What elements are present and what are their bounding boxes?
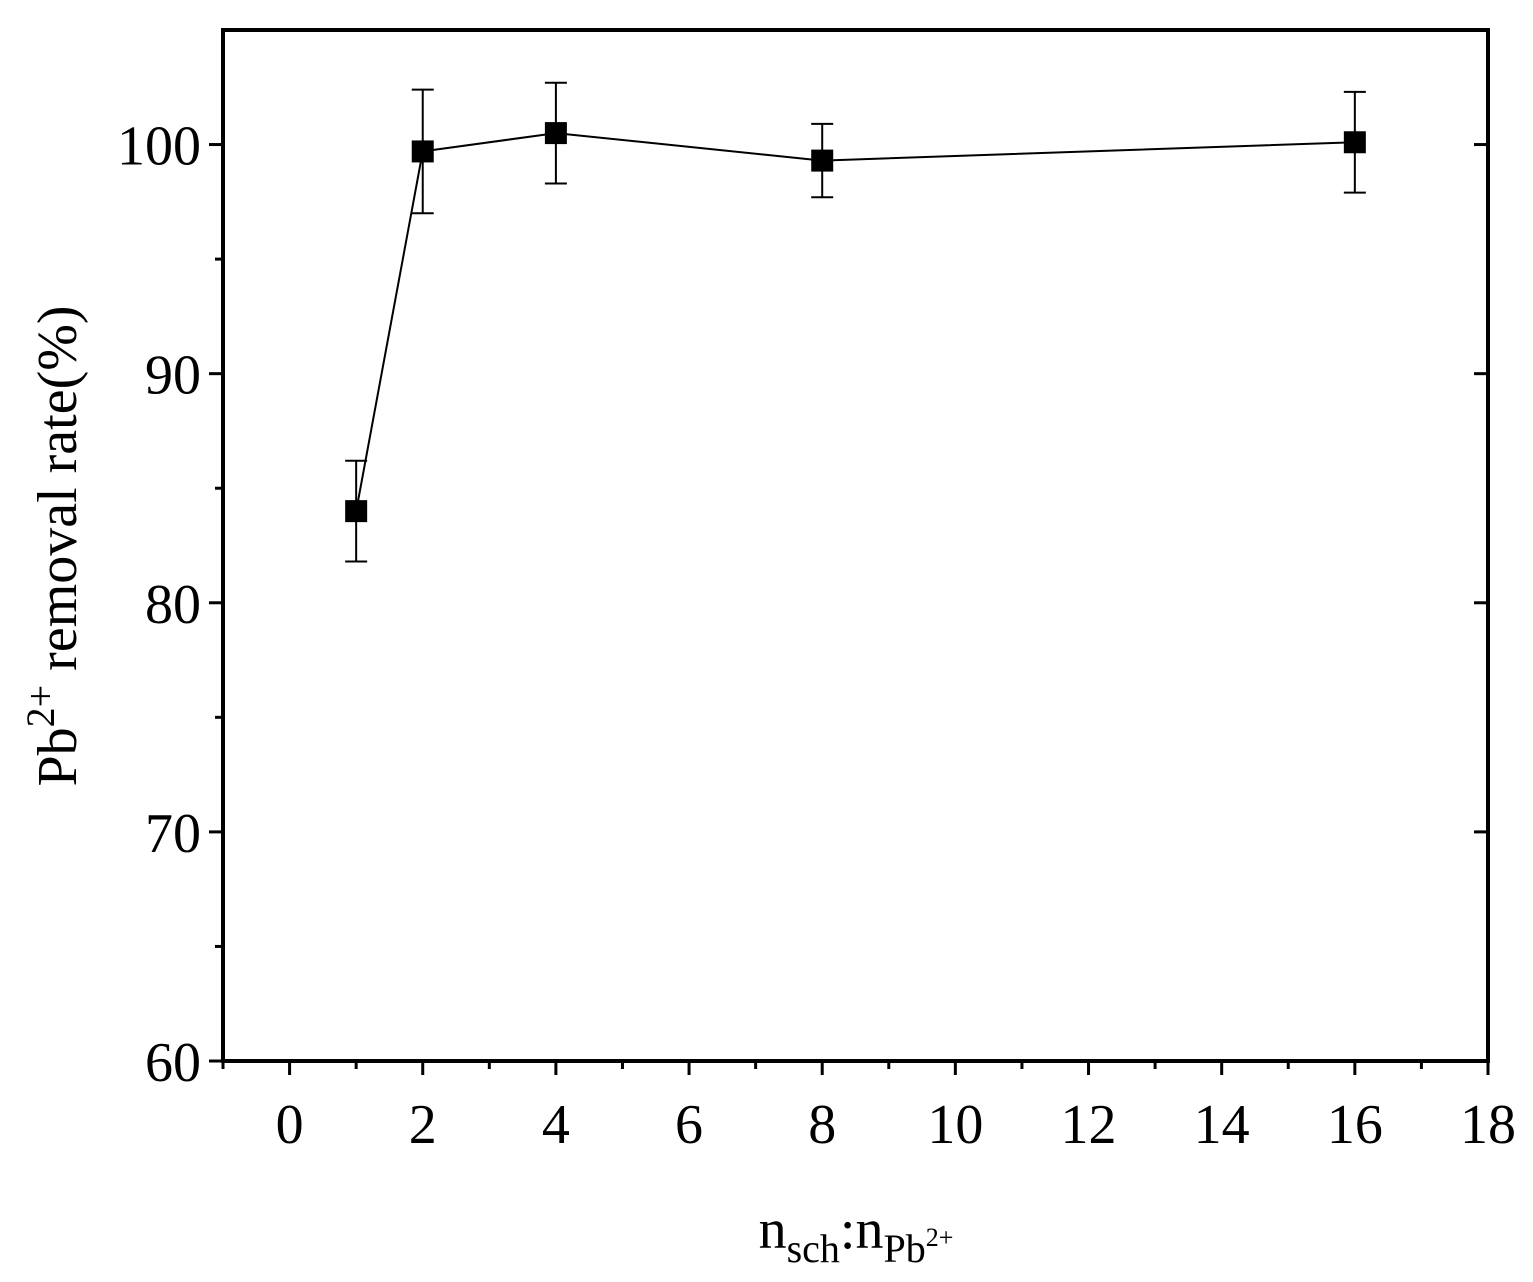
x-tick-label: 16 bbox=[1327, 1094, 1383, 1156]
y-tick-label: 100 bbox=[117, 116, 201, 178]
x-tick-label: 8 bbox=[808, 1094, 836, 1156]
y-axis: 60 70 80 90 100 bbox=[117, 116, 1488, 1094]
plot-border bbox=[221, 28, 1490, 1063]
data-point bbox=[544, 122, 567, 145]
y-axis-title: Pb2+ removal rate(%) bbox=[18, 305, 89, 786]
x-axis: 0 2 4 6 8 10 12 14 16 18 bbox=[221, 1061, 1516, 1156]
x-tick-label: 10 bbox=[927, 1094, 983, 1156]
y-tick-label: 80 bbox=[145, 574, 201, 636]
series-line bbox=[355, 132, 1355, 512]
x-tick-label: 6 bbox=[675, 1094, 703, 1156]
data-point bbox=[345, 500, 368, 523]
x-tick-label: 14 bbox=[1194, 1094, 1250, 1156]
series-group bbox=[345, 81, 1366, 563]
x-tick-label: 2 bbox=[409, 1094, 437, 1156]
data-point bbox=[1343, 131, 1366, 154]
x-tick-label: 12 bbox=[1061, 1094, 1117, 1156]
x-tick-label: 0 bbox=[276, 1094, 304, 1156]
y-tick-label: 70 bbox=[145, 803, 201, 865]
x-tick-label: 18 bbox=[1460, 1094, 1516, 1156]
x-axis-title: nsch:nPb2+ bbox=[759, 1199, 954, 1271]
y-tick-label: 60 bbox=[145, 1032, 201, 1094]
data-point bbox=[411, 140, 434, 163]
y-tick-label: 90 bbox=[145, 345, 201, 407]
x-tick-label: 4 bbox=[542, 1094, 570, 1156]
plot-frame bbox=[221, 28, 1490, 1063]
data-point bbox=[811, 149, 834, 172]
